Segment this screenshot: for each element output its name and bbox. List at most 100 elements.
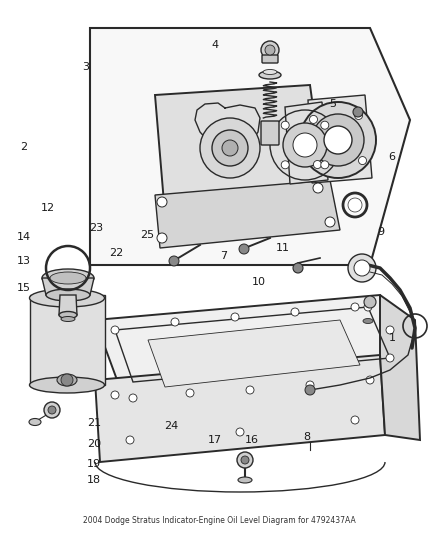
Polygon shape <box>308 95 372 183</box>
Text: 3: 3 <box>82 62 89 71</box>
Circle shape <box>281 121 289 129</box>
Circle shape <box>241 456 249 464</box>
Polygon shape <box>95 355 385 462</box>
Text: 2004 Dodge Stratus Indicator-Engine Oil Level Diagram for 4792437AA: 2004 Dodge Stratus Indicator-Engine Oil … <box>83 516 355 525</box>
Polygon shape <box>42 278 94 295</box>
Polygon shape <box>148 320 360 387</box>
Circle shape <box>293 263 303 273</box>
Polygon shape <box>380 295 420 440</box>
Ellipse shape <box>29 418 41 425</box>
Circle shape <box>157 197 167 207</box>
Circle shape <box>231 313 239 321</box>
Polygon shape <box>95 295 405 388</box>
Circle shape <box>291 308 299 316</box>
Text: 24: 24 <box>164 422 178 431</box>
Ellipse shape <box>259 71 281 79</box>
Circle shape <box>359 157 367 165</box>
Ellipse shape <box>59 311 77 319</box>
Ellipse shape <box>46 289 90 301</box>
Circle shape <box>169 256 179 266</box>
Circle shape <box>48 406 56 414</box>
Circle shape <box>129 394 137 402</box>
Circle shape <box>293 133 317 157</box>
Circle shape <box>281 161 289 169</box>
Ellipse shape <box>29 377 105 393</box>
Circle shape <box>126 436 134 444</box>
FancyBboxPatch shape <box>262 55 278 63</box>
Circle shape <box>354 260 370 276</box>
Text: 16: 16 <box>245 435 259 445</box>
Circle shape <box>386 326 394 334</box>
Ellipse shape <box>29 289 105 307</box>
Text: 9: 9 <box>378 227 385 237</box>
Circle shape <box>321 121 329 129</box>
Circle shape <box>283 123 327 167</box>
Circle shape <box>314 160 321 168</box>
Text: 12: 12 <box>41 203 55 213</box>
Circle shape <box>236 428 244 436</box>
Ellipse shape <box>238 477 252 483</box>
Circle shape <box>386 354 394 362</box>
Circle shape <box>306 381 314 389</box>
Circle shape <box>171 318 179 326</box>
Polygon shape <box>155 180 340 248</box>
Ellipse shape <box>61 317 75 321</box>
Ellipse shape <box>42 269 94 287</box>
Circle shape <box>324 126 352 154</box>
Circle shape <box>44 402 60 418</box>
Polygon shape <box>59 295 77 315</box>
Text: 15: 15 <box>17 283 31 293</box>
Circle shape <box>325 217 335 227</box>
Circle shape <box>364 303 372 311</box>
Circle shape <box>353 107 363 117</box>
Text: 6: 6 <box>389 152 396 162</box>
Polygon shape <box>90 28 410 265</box>
Circle shape <box>222 140 238 156</box>
Ellipse shape <box>50 272 86 284</box>
Text: 4: 4 <box>211 41 218 50</box>
Circle shape <box>321 161 329 169</box>
Circle shape <box>348 198 362 212</box>
Circle shape <box>61 374 73 386</box>
Circle shape <box>313 183 323 193</box>
Circle shape <box>351 303 359 311</box>
Text: 2: 2 <box>21 142 28 151</box>
Text: 22: 22 <box>109 248 123 258</box>
Circle shape <box>237 452 253 468</box>
Circle shape <box>305 385 315 395</box>
Text: 21: 21 <box>87 418 101 427</box>
Text: 19: 19 <box>87 459 101 469</box>
Text: 8: 8 <box>303 432 310 442</box>
Circle shape <box>212 130 248 166</box>
Text: 14: 14 <box>17 232 31 242</box>
Circle shape <box>364 296 376 308</box>
Text: 5: 5 <box>329 99 336 109</box>
Circle shape <box>246 386 254 394</box>
Text: 25: 25 <box>140 230 154 239</box>
Text: 17: 17 <box>208 435 222 445</box>
Circle shape <box>111 391 119 399</box>
Circle shape <box>310 116 318 124</box>
Text: 10: 10 <box>251 278 265 287</box>
Text: 20: 20 <box>87 439 101 449</box>
Circle shape <box>239 244 249 254</box>
Circle shape <box>157 233 167 243</box>
Polygon shape <box>285 102 328 184</box>
Circle shape <box>351 416 359 424</box>
Text: 7: 7 <box>220 251 227 261</box>
Text: 1: 1 <box>389 334 396 343</box>
Circle shape <box>111 326 119 334</box>
Text: 13: 13 <box>17 256 31 266</box>
Ellipse shape <box>363 319 373 324</box>
Polygon shape <box>30 295 105 385</box>
Circle shape <box>300 102 376 178</box>
Circle shape <box>186 389 194 397</box>
Circle shape <box>348 254 376 282</box>
Circle shape <box>366 376 374 384</box>
Circle shape <box>265 45 275 55</box>
Text: 18: 18 <box>87 475 101 484</box>
Circle shape <box>261 41 279 59</box>
Circle shape <box>355 111 363 119</box>
Text: 23: 23 <box>89 223 103 233</box>
Polygon shape <box>155 85 325 215</box>
